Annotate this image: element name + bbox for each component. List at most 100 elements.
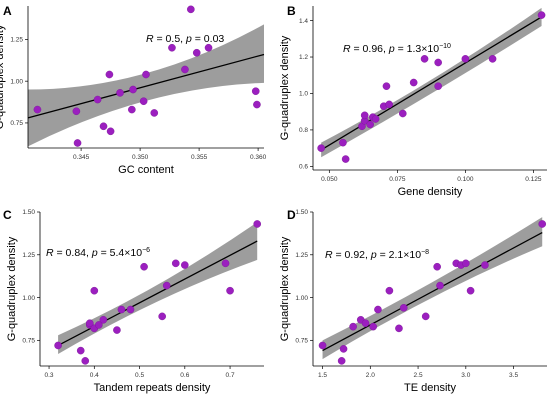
data-point [113, 326, 121, 334]
data-point [139, 97, 148, 106]
x-axis-label: GC content [118, 164, 174, 176]
data-point [537, 11, 546, 19]
x-tick-label: 0.360 [250, 154, 267, 161]
x-tick-label: 0.350 [132, 154, 149, 161]
x-tick-label: 0.355 [191, 154, 208, 161]
y-tick-label: 0.75 [10, 120, 23, 127]
y-axis-label: G-quadruplex density [279, 35, 291, 140]
data-point [421, 312, 430, 321]
x-tick-label: 2.5 [414, 372, 423, 379]
r-symbol: R [46, 247, 54, 259]
panel-b: B 0.050 0.075 0.100 0.125 0.6 0.8 1.0 1.2 1.4 Gene… [279, 4, 547, 198]
data-point [129, 85, 137, 94]
data-point [81, 357, 90, 365]
panel-label: A [3, 4, 12, 18]
x-tick-label: 0.345 [73, 154, 90, 161]
data-point [317, 144, 325, 152]
panel-label: B [287, 4, 296, 18]
x-tick-label: 0.5 [135, 372, 144, 379]
correlation-annotation: R = 0.92, p = 2.1×10−8 [325, 249, 429, 261]
p-exponent: −8 [421, 249, 429, 256]
y-tick-label: 1.4 [299, 18, 308, 25]
r-value: = 0.84, [54, 247, 92, 259]
regression-line [320, 16, 542, 151]
y-axis-label: G-quadruplex density [0, 24, 6, 129]
data-point [99, 315, 108, 324]
data-point [142, 70, 150, 79]
data-point [434, 58, 442, 67]
x-axis-label: Gene density [398, 186, 463, 198]
data-point [461, 55, 470, 63]
data-point [481, 261, 489, 269]
data-point [221, 259, 230, 268]
data-point [251, 87, 260, 95]
x-tick-label: 1.5 [318, 372, 327, 379]
y-tick-label: 1.0 [299, 91, 308, 98]
x-tick-label: 0.6 [180, 372, 189, 379]
data-point [90, 286, 99, 295]
r-symbol: R [146, 33, 154, 45]
p-value: = 0.03 [192, 33, 225, 45]
x-tick-label: 0.3 [45, 372, 54, 379]
data-point [466, 286, 475, 295]
panel-a: A 0.345 0.350 0.355 0.360 0.75 1.00 1.25 GC cont… [0, 4, 267, 176]
data-point [140, 262, 148, 271]
data-point [106, 127, 115, 136]
x-tick-label: 0.075 [389, 176, 406, 183]
data-point [117, 305, 126, 314]
p-symbol: p [370, 249, 377, 261]
x-axis-label: TE density [404, 382, 456, 394]
data-point [93, 95, 102, 104]
data-point [181, 261, 189, 269]
data-point [339, 138, 347, 147]
data-point [76, 346, 85, 355]
r-value: = 0.92, [333, 249, 371, 261]
panel-label: C [3, 208, 12, 222]
x-tick-label: 0.125 [525, 176, 542, 183]
data-point [433, 262, 441, 271]
x-tick-label: 3.0 [461, 372, 470, 379]
data-point [158, 312, 166, 321]
data-point [339, 345, 348, 353]
y-tick-label: 0.6 [299, 164, 308, 171]
p-symbol: p [185, 33, 192, 45]
y-axis-label: G-quadruplex density [6, 236, 18, 341]
data-point [253, 220, 262, 228]
y-tick-label: 1.50 [22, 209, 35, 216]
data-point [168, 43, 176, 52]
data-point [95, 321, 103, 329]
data-point [105, 70, 114, 79]
x-axis-label: Tandem repeats density [94, 382, 211, 394]
data-point [126, 305, 135, 314]
data-point [337, 357, 346, 365]
data-point [369, 322, 377, 331]
p-symbol: p [388, 43, 395, 55]
data-point [318, 341, 327, 350]
confidence-band [28, 24, 264, 147]
data-point [436, 281, 444, 290]
y-tick-label: 0.8 [299, 127, 308, 134]
data-point [462, 259, 470, 268]
data-point [204, 43, 213, 52]
data-point [420, 55, 429, 63]
data-point [181, 65, 189, 74]
data-point [434, 82, 442, 90]
y-tick-label: 0.75 [295, 338, 308, 345]
data-point [128, 105, 136, 114]
p-exponent: −6 [142, 247, 150, 254]
x-tick-label: 2.0 [366, 372, 375, 379]
data-point [150, 109, 159, 117]
data-point [538, 220, 547, 228]
data-point [385, 286, 394, 295]
data-point [399, 304, 408, 312]
p-exponent: −10 [439, 43, 451, 50]
p-symbol: p [91, 247, 98, 259]
data-point [395, 324, 403, 333]
r-symbol: R [325, 249, 333, 261]
y-tick-label: 0.75 [22, 338, 35, 345]
correlation-annotation: R = 0.84, p = 5.4×10−6 [46, 247, 150, 259]
data-point [371, 115, 380, 123]
data-point [349, 322, 357, 331]
data-point [398, 109, 407, 118]
